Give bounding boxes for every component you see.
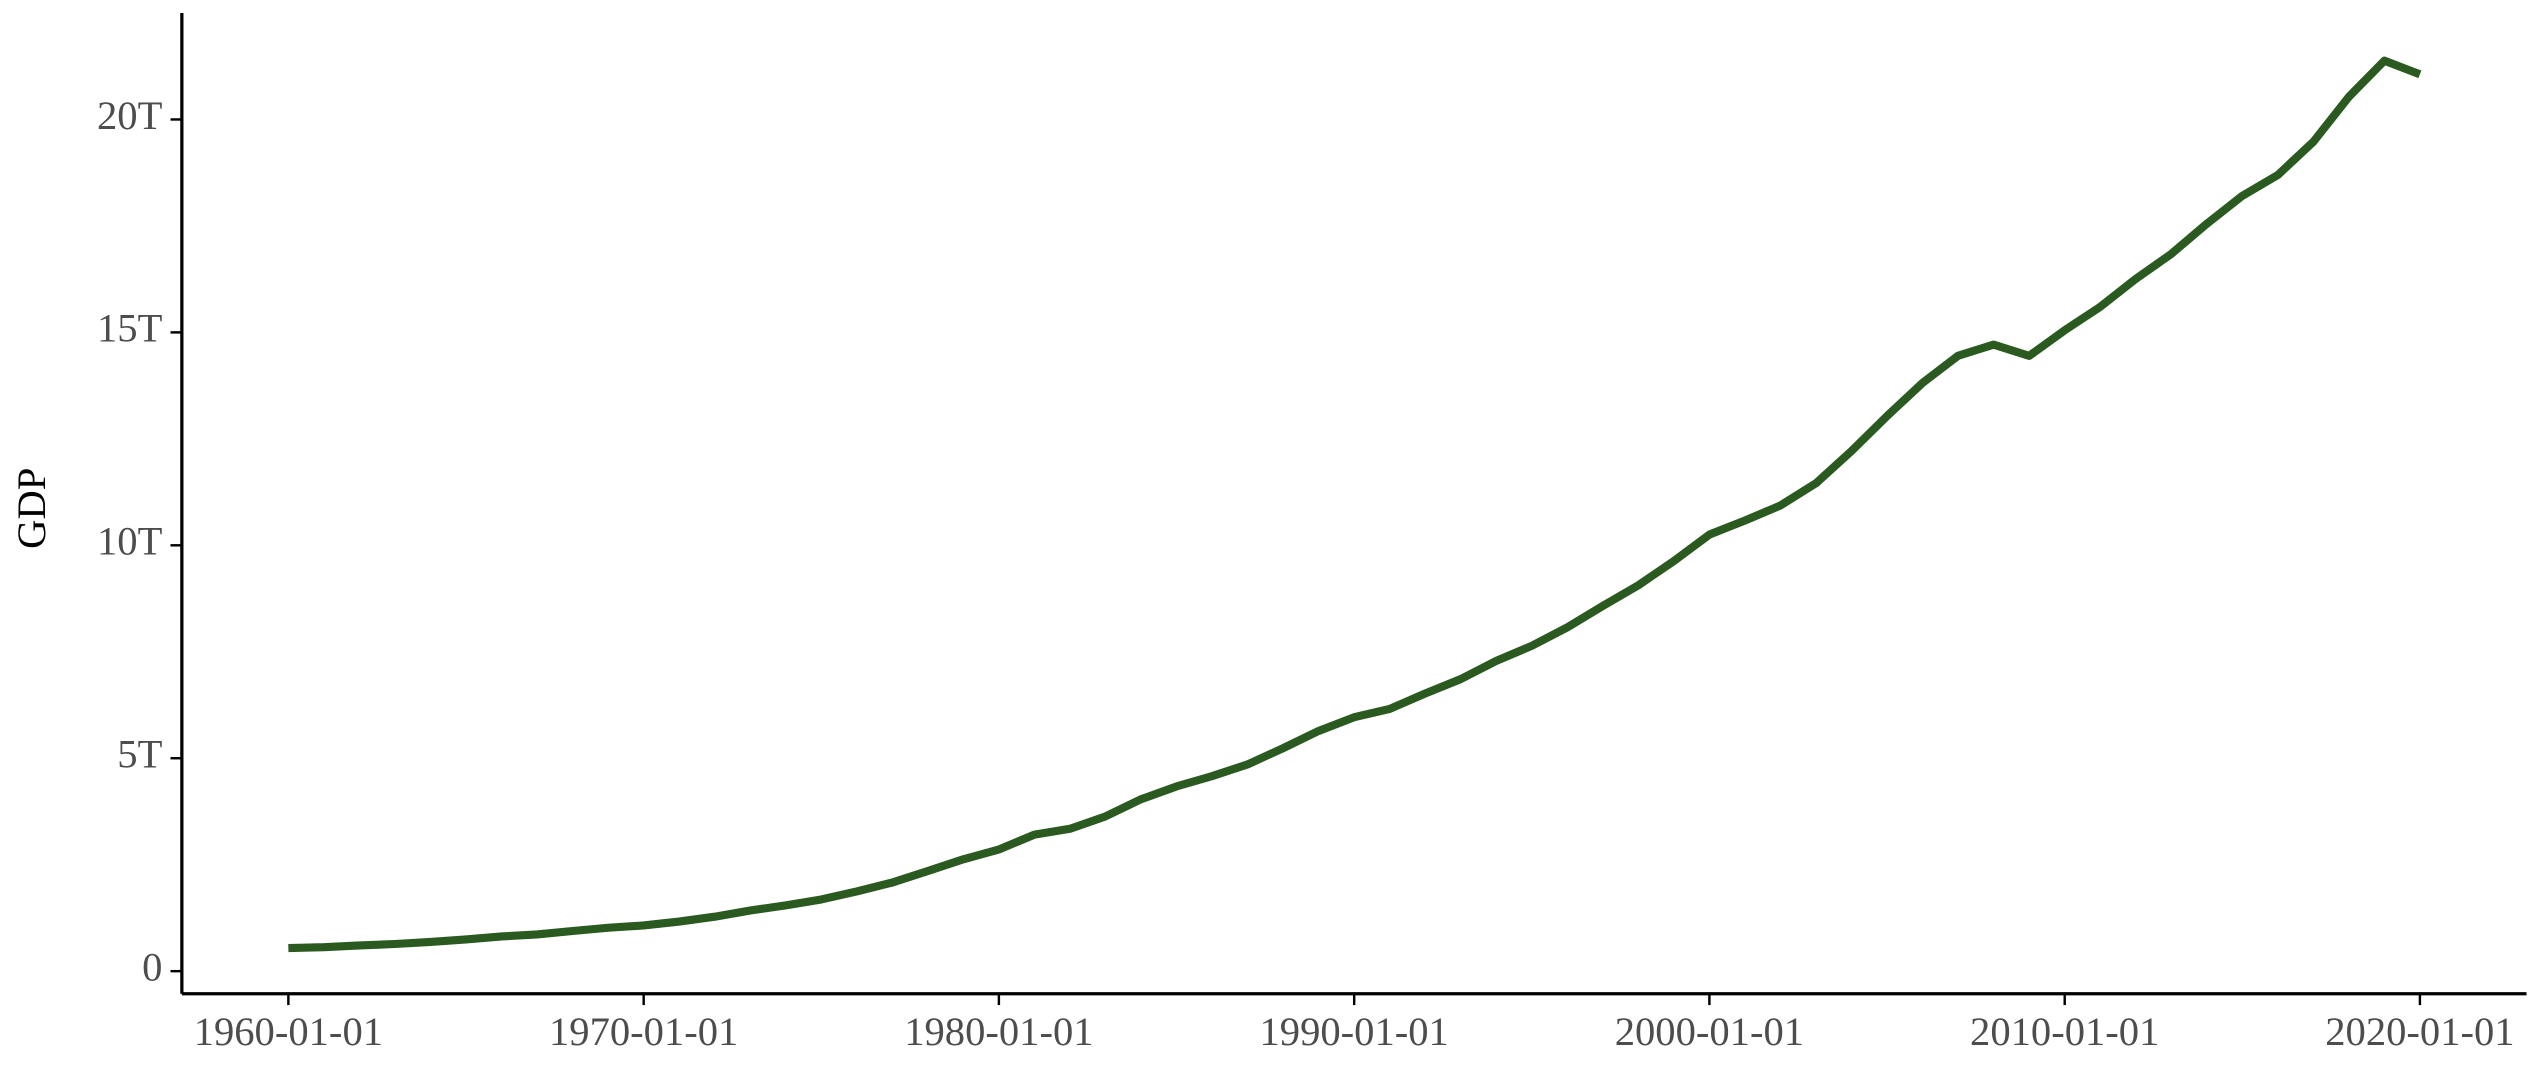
x-tick-label: 2010-01-01 bbox=[1970, 1009, 2159, 1054]
x-tick-label: 2020-01-01 bbox=[2325, 1009, 2514, 1054]
y-axis-label: GDP bbox=[9, 468, 54, 549]
data-line bbox=[288, 56, 2422, 953]
x-tick-label: 1980-01-01 bbox=[904, 1009, 1093, 1054]
x-tick-label: 1970-01-01 bbox=[549, 1009, 738, 1054]
y-tick-label: 10T bbox=[97, 519, 163, 564]
y-tick-label: 5T bbox=[117, 732, 162, 777]
y-tick-label: 15T bbox=[97, 306, 163, 351]
x-tick-label: 2000-01-01 bbox=[1615, 1009, 1804, 1054]
x-tick-label: 1990-01-01 bbox=[1260, 1009, 1449, 1054]
x-tick-label: 1960-01-01 bbox=[194, 1009, 383, 1054]
y-tick-label: 20T bbox=[97, 93, 163, 138]
y-tick-label: 0 bbox=[142, 944, 162, 989]
